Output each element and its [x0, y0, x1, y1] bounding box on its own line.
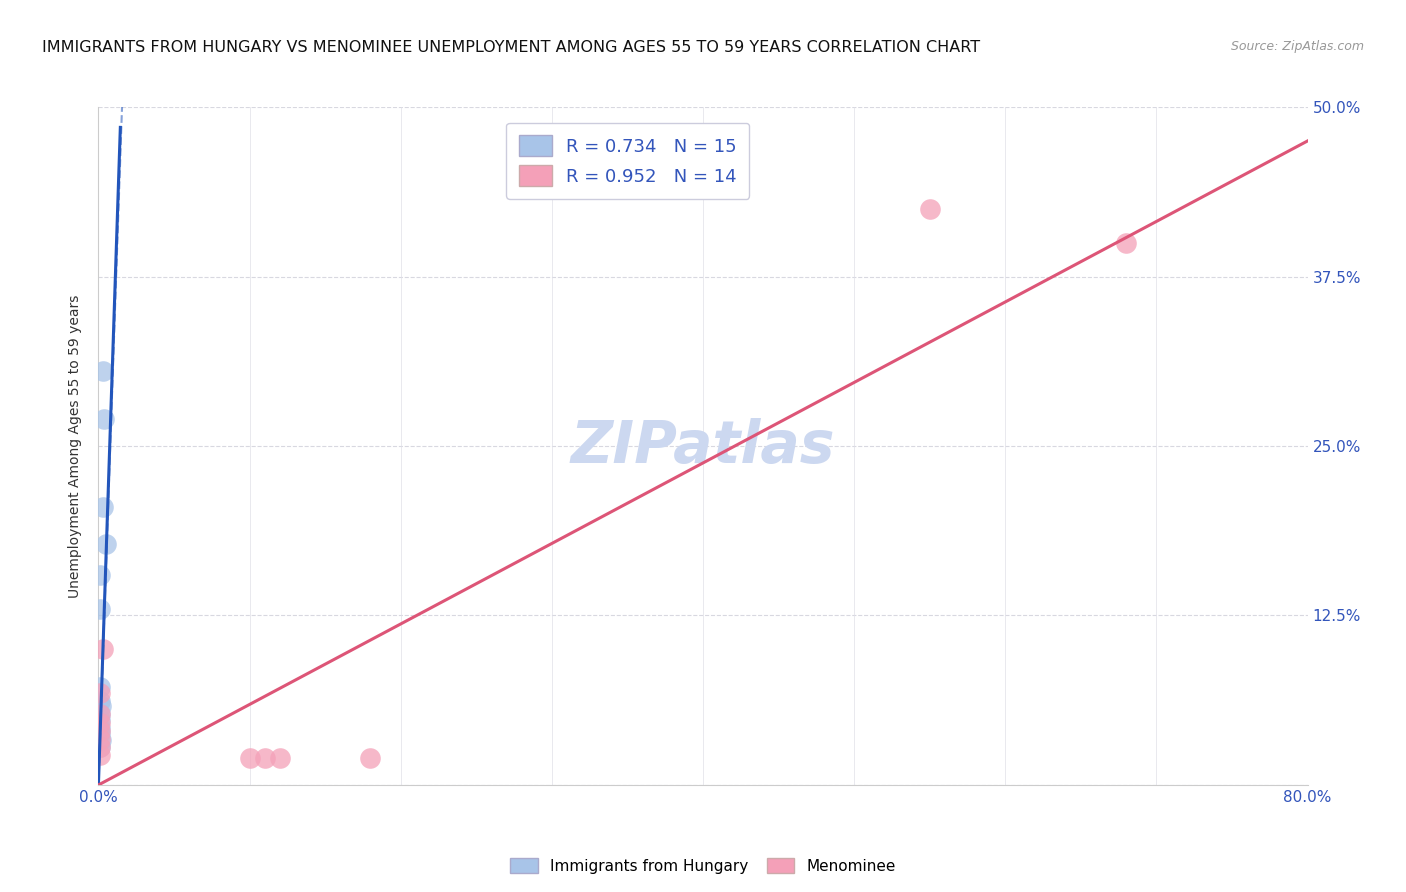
Point [1115, 235, 1137, 250]
Point [91, 500, 114, 514]
Point [93, 412, 115, 426]
Legend: Immigrants from Hungary, Menominee: Immigrants from Hungary, Menominee [505, 852, 901, 880]
Point [89, 707, 111, 722]
Point [89, 748, 111, 763]
Point [89, 707, 111, 722]
Legend: R = 0.734   N = 15, R = 0.952   N = 14: R = 0.734 N = 15, R = 0.952 N = 14 [506, 123, 749, 199]
Point [89, 713, 111, 727]
Point [89, 723, 111, 738]
Point [90, 733, 112, 747]
Point [89, 715, 111, 730]
Point [269, 751, 291, 765]
Y-axis label: Unemployment Among Ages 55 to 59 years: Unemployment Among Ages 55 to 59 years [69, 294, 83, 598]
Text: IMMIGRANTS FROM HUNGARY VS MENOMINEE UNEMPLOYMENT AMONG AGES 55 TO 59 YEARS CORR: IMMIGRANTS FROM HUNGARY VS MENOMINEE UNE… [42, 40, 980, 55]
Point [89, 686, 111, 700]
Point [91, 364, 114, 378]
Point [90, 699, 112, 714]
Point [89, 601, 111, 615]
Point [89, 731, 111, 746]
Point [89, 726, 111, 740]
Point [239, 751, 262, 765]
Point [89, 739, 111, 754]
Point [918, 202, 941, 216]
Point [360, 751, 382, 765]
Point [91, 642, 114, 657]
Point [89, 681, 111, 695]
Point [89, 567, 111, 582]
Text: Source: ZipAtlas.com: Source: ZipAtlas.com [1230, 40, 1364, 54]
Point [89, 739, 111, 754]
Point [253, 751, 276, 765]
Point [89, 694, 111, 708]
Point [94, 536, 117, 550]
Point [89, 721, 111, 735]
Text: ZIPatlas: ZIPatlas [571, 417, 835, 475]
